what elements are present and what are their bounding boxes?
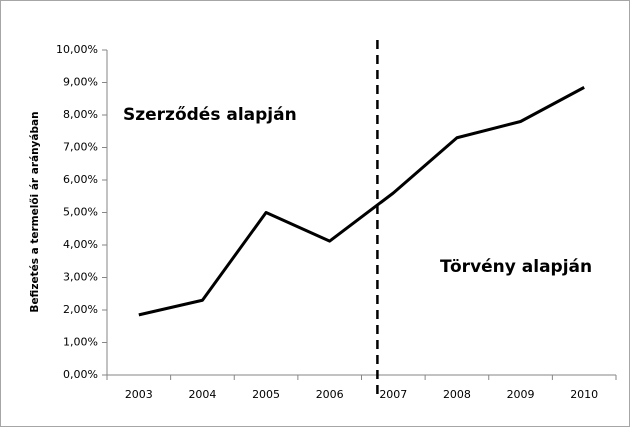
x-tick-label: 2008 (443, 388, 471, 401)
y-tick-label: 6,00% (63, 173, 98, 186)
x-tick-label: 2005 (252, 388, 280, 401)
y-tick-label: 0,00% (63, 368, 98, 381)
y-tick-label: 8,00% (63, 108, 98, 121)
y-tick-label: 3,00% (63, 271, 98, 284)
x-tick-label: 2009 (507, 388, 535, 401)
x-tick-label: 2003 (125, 388, 153, 401)
line (138, 86, 585, 317)
annotation: Szerződés alapján (123, 105, 297, 125)
y-tick-label: 9,00% (63, 76, 98, 89)
x-tick-label: 2004 (188, 388, 216, 401)
y-tick-label: 1,00% (63, 336, 98, 349)
x-tick-label: 2010 (570, 388, 598, 401)
y-tick-label: 7,00% (63, 141, 98, 154)
x-tick-label: 2007 (379, 388, 407, 401)
y-tick-label: 5,00% (63, 206, 98, 219)
y-tick-label: 4,00% (63, 238, 98, 251)
annotation: Törvény alapján (440, 257, 592, 277)
y-axis-label: Befizetés a termelői ár arányában (29, 111, 41, 312)
y-tick-label: 2,00% (63, 303, 98, 316)
x-tick-label: 2006 (316, 388, 344, 401)
y-tick-label: 10,00% (56, 43, 98, 56)
